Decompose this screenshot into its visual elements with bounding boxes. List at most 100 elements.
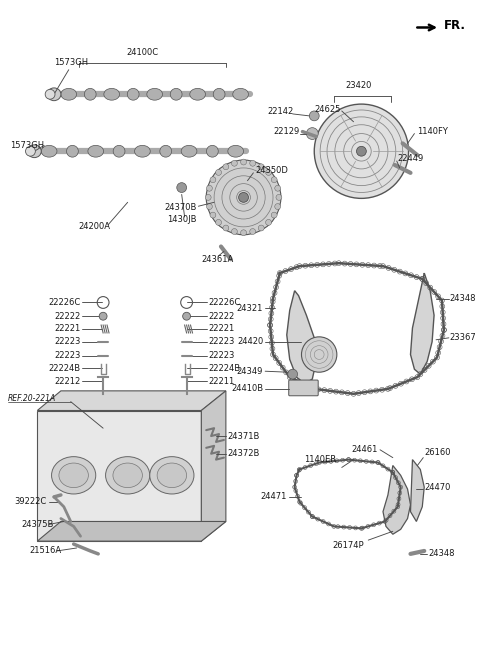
Text: 26174P: 26174P <box>333 541 364 550</box>
Polygon shape <box>383 466 410 534</box>
Circle shape <box>216 219 221 225</box>
Text: 1573GH: 1573GH <box>10 141 44 150</box>
Text: 24321: 24321 <box>237 304 263 313</box>
Circle shape <box>177 183 187 193</box>
Text: 24348: 24348 <box>428 549 455 558</box>
Ellipse shape <box>106 457 150 494</box>
Circle shape <box>250 160 256 166</box>
Text: 22221: 22221 <box>54 325 81 334</box>
Ellipse shape <box>213 89 225 100</box>
Polygon shape <box>37 522 226 541</box>
Text: 24200A: 24200A <box>79 222 110 231</box>
Ellipse shape <box>170 89 182 100</box>
Text: 22449: 22449 <box>398 154 424 163</box>
Text: 22226C: 22226C <box>48 298 81 307</box>
Circle shape <box>223 164 229 170</box>
Text: 24348: 24348 <box>450 294 476 303</box>
Polygon shape <box>37 411 201 541</box>
Text: 24625: 24625 <box>314 104 341 114</box>
Ellipse shape <box>113 145 125 157</box>
Text: 1140ER: 1140ER <box>304 455 336 464</box>
Ellipse shape <box>51 457 96 494</box>
Text: 24361A: 24361A <box>201 255 234 263</box>
Text: 1573GH: 1573GH <box>54 58 88 67</box>
Ellipse shape <box>67 145 78 157</box>
Circle shape <box>231 229 237 235</box>
Ellipse shape <box>134 145 150 157</box>
Ellipse shape <box>206 145 218 157</box>
Text: 22211: 22211 <box>208 376 234 386</box>
Circle shape <box>306 127 318 139</box>
Ellipse shape <box>27 145 41 158</box>
Polygon shape <box>410 460 424 522</box>
Circle shape <box>206 204 212 210</box>
Circle shape <box>265 170 272 175</box>
Circle shape <box>258 164 264 170</box>
Ellipse shape <box>157 463 187 487</box>
Text: 22142: 22142 <box>267 108 293 116</box>
Ellipse shape <box>113 463 143 487</box>
Text: 22222: 22222 <box>208 311 234 321</box>
Circle shape <box>223 225 229 231</box>
Ellipse shape <box>150 457 194 494</box>
Text: 21516A: 21516A <box>29 547 61 555</box>
Circle shape <box>275 204 281 210</box>
PathPatch shape <box>287 290 316 384</box>
Text: REF.20-221A: REF.20-221A <box>8 394 56 403</box>
Text: 23420: 23420 <box>345 81 372 91</box>
Text: 22224B: 22224B <box>48 364 81 373</box>
Text: 24420: 24420 <box>237 337 263 346</box>
Ellipse shape <box>190 89 205 100</box>
Text: 24461: 24461 <box>352 445 378 454</box>
Circle shape <box>205 194 211 200</box>
Text: 24471: 24471 <box>260 493 287 501</box>
Text: 23367: 23367 <box>450 333 477 342</box>
Circle shape <box>314 104 408 198</box>
Circle shape <box>301 337 337 373</box>
Circle shape <box>271 177 277 183</box>
Ellipse shape <box>233 89 249 100</box>
Circle shape <box>258 225 264 231</box>
Text: 22222: 22222 <box>54 311 81 321</box>
Circle shape <box>216 170 221 175</box>
Ellipse shape <box>61 89 77 100</box>
Text: 24370B: 24370B <box>164 203 196 212</box>
Text: 22212: 22212 <box>54 376 81 386</box>
Circle shape <box>250 229 256 235</box>
Text: 24371B: 24371B <box>228 432 260 441</box>
Ellipse shape <box>47 88 61 101</box>
Circle shape <box>99 312 107 320</box>
Text: 24349: 24349 <box>237 367 263 376</box>
Circle shape <box>45 89 55 99</box>
PathPatch shape <box>410 273 434 374</box>
Ellipse shape <box>84 89 96 100</box>
Polygon shape <box>201 391 226 541</box>
Ellipse shape <box>88 145 104 157</box>
Text: 24100C: 24100C <box>126 48 158 57</box>
Ellipse shape <box>127 89 139 100</box>
Circle shape <box>25 147 36 156</box>
Circle shape <box>183 312 191 320</box>
Circle shape <box>206 185 212 191</box>
Text: 22226C: 22226C <box>208 298 240 307</box>
Ellipse shape <box>147 89 163 100</box>
Circle shape <box>357 147 366 156</box>
Circle shape <box>240 230 247 236</box>
Ellipse shape <box>59 463 88 487</box>
Circle shape <box>210 212 216 218</box>
Ellipse shape <box>228 145 243 157</box>
Text: 24372B: 24372B <box>228 449 260 458</box>
Ellipse shape <box>160 145 172 157</box>
Text: 24470: 24470 <box>424 483 451 491</box>
Text: 22224B: 22224B <box>208 364 240 373</box>
Text: 1140FY: 1140FY <box>418 127 448 136</box>
Text: 22223: 22223 <box>54 337 81 346</box>
Text: 1430JB: 1430JB <box>167 215 196 225</box>
Circle shape <box>288 369 298 379</box>
Circle shape <box>265 219 272 225</box>
Text: 22129: 22129 <box>273 127 299 136</box>
Text: FR.: FR. <box>444 19 466 32</box>
Circle shape <box>271 212 277 218</box>
Circle shape <box>240 159 247 165</box>
Text: 22221: 22221 <box>208 325 234 334</box>
